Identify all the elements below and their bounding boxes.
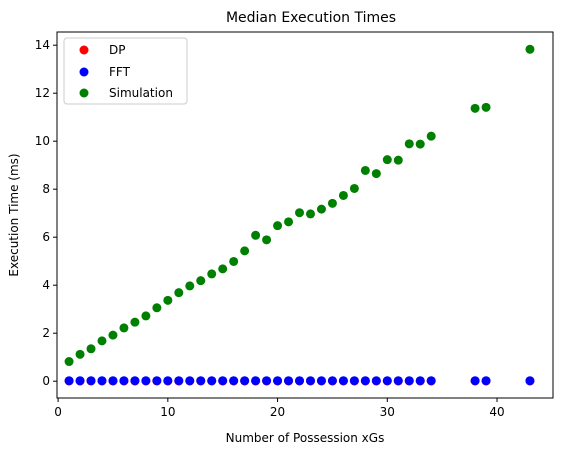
data-point-simulation xyxy=(97,336,106,345)
data-point-simulation xyxy=(317,205,326,214)
data-point-fft xyxy=(394,376,403,385)
x-tick-label: 20 xyxy=(270,405,285,419)
data-point-fft xyxy=(65,376,74,385)
x-tick-label: 10 xyxy=(160,405,175,419)
data-point-simulation xyxy=(339,191,348,200)
data-point-simulation xyxy=(328,199,337,208)
data-point-simulation xyxy=(185,281,194,290)
data-point-fft xyxy=(196,376,205,385)
data-point-simulation xyxy=(416,140,425,149)
data-point-simulation xyxy=(284,217,293,226)
data-point-simulation xyxy=(482,103,491,112)
y-tick-label: 0 xyxy=(42,374,50,388)
data-point-fft xyxy=(471,376,480,385)
data-point-fft xyxy=(141,376,150,385)
y-tick-label: 6 xyxy=(42,230,50,244)
data-point-simulation xyxy=(306,209,315,218)
y-tick-label: 12 xyxy=(35,86,50,100)
data-point-fft xyxy=(284,376,293,385)
data-point-fft xyxy=(163,376,172,385)
data-point-simulation xyxy=(76,350,85,359)
data-point-fft xyxy=(207,376,216,385)
data-point-fft xyxy=(339,376,348,385)
data-point-fft xyxy=(295,376,304,385)
legend-marker-simulation xyxy=(80,89,89,98)
y-axis-label: Execution Time (ms) xyxy=(7,153,21,276)
x-tick-label: 0 xyxy=(54,405,62,419)
x-axis-label: Number of Possession xGs xyxy=(226,431,385,445)
x-tick-label: 30 xyxy=(380,405,395,419)
data-point-simulation xyxy=(141,311,150,320)
legend-label-dp: DP xyxy=(109,43,125,57)
data-point-fft xyxy=(427,376,436,385)
data-point-fft xyxy=(361,376,370,385)
data-point-simulation xyxy=(240,246,249,255)
data-point-fft xyxy=(119,376,128,385)
y-tick-label: 8 xyxy=(42,182,50,196)
data-point-simulation xyxy=(273,221,282,230)
data-point-fft xyxy=(174,376,183,385)
data-point-simulation xyxy=(174,288,183,297)
chart-title: Median Execution Times xyxy=(226,10,396,26)
data-point-simulation xyxy=(119,323,128,332)
data-point-simulation xyxy=(525,45,534,54)
y-tick-label: 4 xyxy=(42,278,50,292)
data-point-fft xyxy=(152,376,161,385)
data-point-fft xyxy=(262,376,271,385)
legend-marker-fft xyxy=(80,68,89,77)
data-point-fft xyxy=(87,376,96,385)
legend-marker-dp xyxy=(80,46,89,55)
data-point-fft xyxy=(108,376,117,385)
data-point-fft xyxy=(97,376,106,385)
data-point-fft xyxy=(218,376,227,385)
y-tick-label: 14 xyxy=(35,38,50,52)
data-point-fft xyxy=(383,376,392,385)
data-point-fft xyxy=(328,376,337,385)
data-point-fft xyxy=(229,376,238,385)
data-point-simulation xyxy=(427,132,436,141)
data-point-simulation xyxy=(262,235,271,244)
data-point-fft xyxy=(525,376,534,385)
y-tick-label: 10 xyxy=(35,134,50,148)
data-point-simulation xyxy=(163,296,172,305)
data-point-simulation xyxy=(229,257,238,266)
data-point-fft xyxy=(482,376,491,385)
data-point-simulation xyxy=(152,303,161,312)
data-point-fft xyxy=(405,376,414,385)
data-point-simulation xyxy=(251,231,260,240)
data-point-simulation xyxy=(383,155,392,164)
data-point-fft xyxy=(185,376,194,385)
legend-label-simulation: Simulation xyxy=(109,86,173,100)
data-point-fft xyxy=(350,376,359,385)
data-point-fft xyxy=(251,376,260,385)
data-point-simulation xyxy=(108,331,117,340)
data-point-simulation xyxy=(405,139,414,148)
data-point-simulation xyxy=(361,166,370,175)
legend-label-fft: FFT xyxy=(109,65,131,79)
data-point-fft xyxy=(273,376,282,385)
data-point-simulation xyxy=(350,184,359,193)
data-point-simulation xyxy=(207,269,216,278)
data-point-fft xyxy=(416,376,425,385)
data-point-fft xyxy=(76,376,85,385)
data-point-fft xyxy=(306,376,315,385)
data-point-fft xyxy=(130,376,139,385)
data-point-fft xyxy=(240,376,249,385)
data-point-simulation xyxy=(218,264,227,273)
data-point-simulation xyxy=(394,156,403,165)
data-point-simulation xyxy=(295,208,304,217)
legend: DP FFT Simulation xyxy=(64,38,187,104)
data-point-simulation xyxy=(471,104,480,113)
data-point-simulation xyxy=(65,357,74,366)
data-point-simulation xyxy=(130,318,139,327)
data-point-fft xyxy=(372,376,381,385)
data-point-fft xyxy=(317,376,326,385)
x-tick-label: 40 xyxy=(489,405,504,419)
data-point-simulation xyxy=(196,276,205,285)
y-tick-label: 2 xyxy=(42,326,50,340)
data-point-simulation xyxy=(372,169,381,178)
data-point-simulation xyxy=(87,344,96,353)
